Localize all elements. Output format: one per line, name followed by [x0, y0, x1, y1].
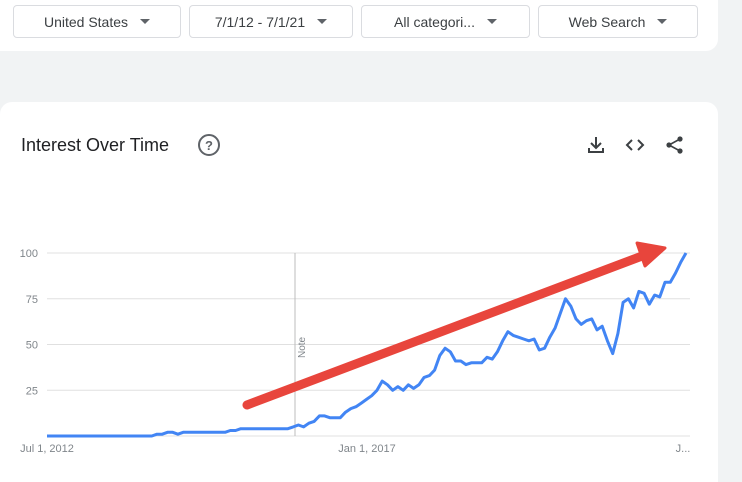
x-tick-label: Jan 1, 2017	[338, 443, 396, 455]
chevron-down-icon	[486, 19, 497, 24]
search-type-label: Web Search	[568, 13, 646, 30]
date-range-label: 7/1/12 - 7/1/21	[214, 13, 306, 30]
trend-arrow	[242, 241, 667, 410]
share-icon[interactable]	[664, 134, 686, 156]
y-axis: 25 50 75 100	[20, 248, 38, 397]
embed-icon[interactable]	[624, 134, 646, 156]
y-tick-label: 25	[26, 385, 38, 397]
interest-over-time-card	[0, 102, 718, 482]
region-label: United States	[43, 13, 129, 30]
chevron-down-icon	[317, 19, 328, 24]
x-axis: Jul 1, 2012 Jan 1, 2017 J...	[20, 443, 690, 455]
interest-chart: 25 50 75 100 Jul 1, 2012 Jan 1, 2017 J... Not…	[20, 241, 690, 455]
note-label: Note	[297, 336, 308, 358]
search-type-dropdown[interactable]: Web Search	[538, 5, 698, 38]
y-tick-label: 100	[20, 248, 38, 260]
series-line	[47, 252, 688, 438]
download-icon[interactable]	[585, 134, 607, 156]
category-dropdown[interactable]: All categori...	[361, 5, 530, 38]
y-tick-label: 50	[26, 340, 38, 352]
category-label: All categori...	[394, 13, 475, 30]
arrow-head	[635, 241, 667, 268]
card-title: Interest Over Time	[21, 135, 170, 155]
help-icon[interactable]: ?	[198, 134, 220, 156]
chevron-down-icon	[140, 19, 151, 24]
grid	[47, 252, 690, 437]
region-dropdown[interactable]: United States	[13, 5, 181, 38]
date-range-dropdown[interactable]: 7/1/12 - 7/1/21	[189, 5, 353, 38]
x-tick-label: J...	[676, 443, 691, 455]
arrow-shaft	[242, 251, 647, 410]
y-tick-label: 75	[26, 294, 38, 306]
filter-bar: United States 7/1/12 - 7/1/21 All catego…	[0, 0, 718, 51]
x-tick-label: Jul 1, 2012	[20, 443, 74, 455]
chevron-down-icon	[657, 19, 668, 24]
